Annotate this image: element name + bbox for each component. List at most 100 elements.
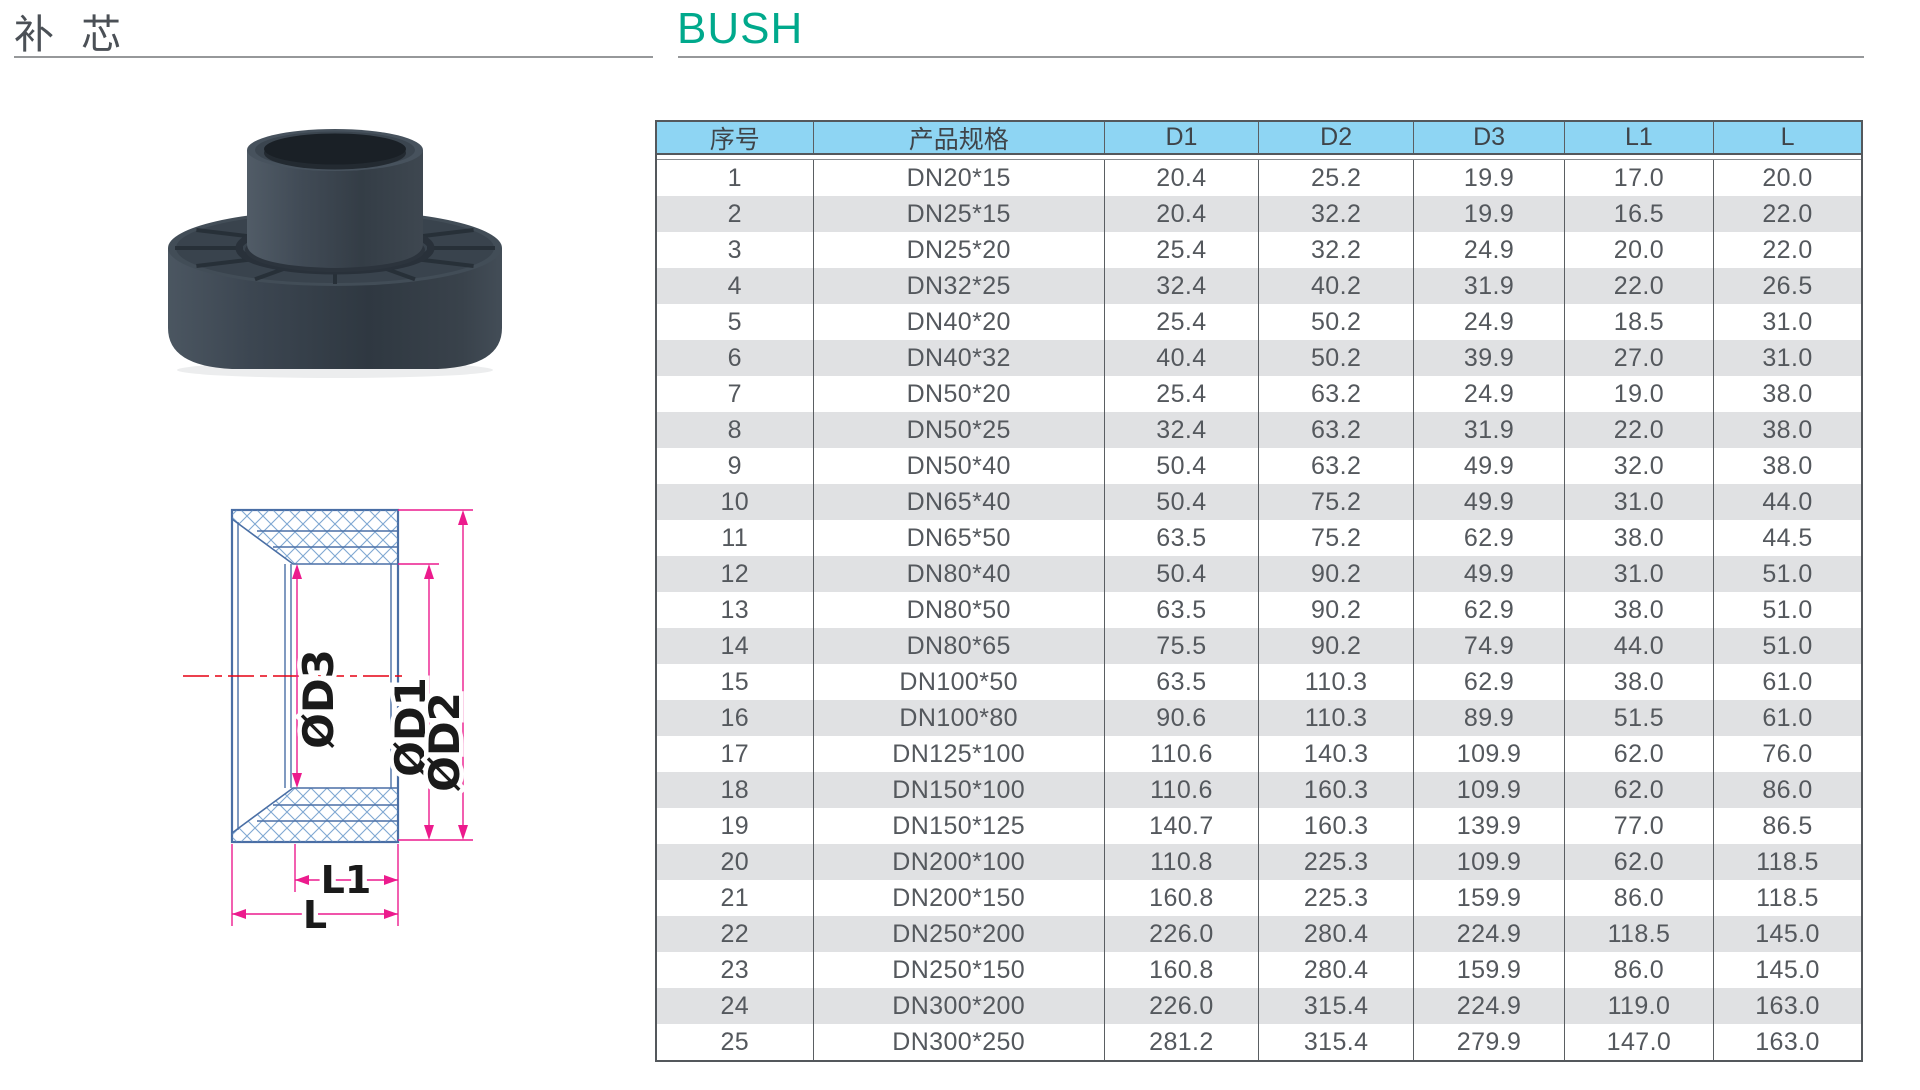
cell-d3: 24.9 [1414, 376, 1565, 412]
table-row: 23 DN250*150 160.8 280.4 159.9 86.0 145.… [657, 952, 1861, 988]
cell-d1: 226.0 [1105, 916, 1259, 952]
cell-d2: 140.3 [1259, 736, 1415, 772]
cell-d3: 31.9 [1414, 412, 1565, 448]
cell-l1: 62.0 [1565, 772, 1715, 808]
cell-spec: DN125*100 [814, 736, 1105, 772]
cell-index: 15 [657, 664, 814, 700]
cell-l1: 31.0 [1565, 556, 1715, 592]
cell-spec: DN20*15 [814, 160, 1105, 196]
cell-l: 51.0 [1762, 631, 1813, 660]
cell-spec: DN50*25 [814, 412, 1105, 448]
dim-label-d1: ØD1 [386, 677, 435, 777]
cell-d2: 225.3 [1259, 844, 1415, 880]
cell-spec: DN300*200 [814, 988, 1105, 1024]
cell-index: 6 [657, 340, 814, 376]
cell-d2: 40.2 [1259, 268, 1415, 304]
header-body-gap [657, 155, 1861, 160]
cell-spec: DN40*32 [814, 340, 1105, 376]
cell-index: 24 [657, 988, 814, 1024]
cell-d2: 75.2 [1259, 484, 1415, 520]
cell-d3: 279.9 [1414, 1024, 1565, 1060]
table-row: 5 DN40*20 25.4 50.2 24.9 18.5 31.0 [657, 304, 1861, 340]
cell-d3: 24.9 [1414, 304, 1565, 340]
cell-d2: 160.3 [1259, 808, 1415, 844]
cell-index: 20 [657, 844, 814, 880]
cell-d2: 90.2 [1259, 556, 1415, 592]
cell-d1: 75.5 [1105, 628, 1259, 664]
spec-table: 序号 产品规格 D1 D2 D3 L1 L 1 DN20*15 20.4 25.… [655, 120, 1863, 1062]
cell-d1: 160.8 [1105, 880, 1259, 916]
cell-d3: 49.9 [1414, 556, 1565, 592]
cell-d1: 63.5 [1105, 520, 1259, 556]
cell-index: 22 [657, 916, 814, 952]
cell-spec: DN200*100 [814, 844, 1105, 880]
cell-l: 118.5 [1756, 883, 1819, 912]
dim-label-l1: L1 [321, 858, 372, 902]
table-row: 22 DN250*200 226.0 280.4 224.9 118.5 145… [657, 916, 1861, 952]
col-header-d3: D3 [1414, 122, 1565, 153]
cell-spec: DN80*65 [814, 628, 1105, 664]
cell-d2: 315.4 [1259, 1024, 1415, 1060]
cell-spec: DN50*40 [814, 448, 1105, 484]
cell-l1: 27.0 [1565, 340, 1715, 376]
cell-index: 7 [657, 376, 814, 412]
dim-label-l: L [303, 893, 327, 937]
table-row: 8 DN50*25 32.4 63.2 31.9 22.0 38.0 [657, 412, 1861, 448]
cell-spec: DN25*20 [814, 232, 1105, 268]
cell-index: 9 [657, 448, 814, 484]
cell-index: 11 [657, 520, 814, 556]
top-wall-hatch [231, 509, 399, 565]
table-row: 21 DN200*150 160.8 225.3 159.9 86.0 118.… [657, 880, 1861, 916]
cell-index: 16 [657, 700, 814, 736]
divider-right [678, 56, 1864, 58]
cell-l1: 32.0 [1565, 448, 1715, 484]
cell-l1: 16.5 [1565, 196, 1715, 232]
table-row: 3 DN25*20 25.4 32.2 24.9 20.0 22.0 [657, 232, 1861, 268]
col-header-l: L [1780, 123, 1795, 151]
cell-index: 10 [657, 484, 814, 520]
cell-l: 26.5 [1762, 271, 1813, 300]
cell-d1: 40.4 [1105, 340, 1259, 376]
cell-l1: 18.5 [1565, 304, 1715, 340]
cell-d2: 280.4 [1259, 916, 1415, 952]
cell-d1: 20.4 [1105, 160, 1259, 196]
cell-d3: 24.9 [1414, 232, 1565, 268]
cell-d2: 160.3 [1259, 772, 1415, 808]
cell-d1: 25.4 [1105, 376, 1259, 412]
cell-index: 12 [657, 556, 814, 592]
table-row: 19 DN150*125 140.7 160.3 139.9 77.0 86.5 [657, 808, 1861, 844]
cell-index: 5 [657, 304, 814, 340]
table-header-row: 序号 产品规格 D1 D2 D3 L1 L [657, 122, 1861, 155]
cell-spec: DN32*25 [814, 268, 1105, 304]
cell-d1: 32.4 [1105, 412, 1259, 448]
cell-d1: 110.6 [1105, 736, 1259, 772]
table-row: 16 DN100*80 90.6 110.3 89.9 51.5 61.0 [657, 700, 1861, 736]
cell-index: 21 [657, 880, 814, 916]
cell-spec: DN100*50 [814, 664, 1105, 700]
cell-l1: 38.0 [1565, 664, 1715, 700]
technical-drawing: ØD3 ØD1 ØD2 L1 L [175, 412, 575, 972]
cell-spec: DN80*50 [814, 592, 1105, 628]
cell-d1: 20.4 [1105, 196, 1259, 232]
cell-d3: 39.9 [1414, 340, 1565, 376]
cell-l1: 31.0 [1565, 484, 1715, 520]
product-photo [140, 118, 530, 383]
table-row: 15 DN100*50 63.5 110.3 62.9 38.0 61.0 [657, 664, 1861, 700]
cell-d3: 139.9 [1414, 808, 1565, 844]
cell-spec: DN40*20 [814, 304, 1105, 340]
cell-l: 86.0 [1762, 775, 1813, 804]
cell-l1: 118.5 [1565, 916, 1715, 952]
cell-d3: 19.9 [1414, 160, 1565, 196]
table-row: 9 DN50*40 50.4 63.2 49.9 32.0 38.0 [657, 448, 1861, 484]
cell-d2: 225.3 [1259, 880, 1415, 916]
cell-l: 20.0 [1762, 163, 1813, 192]
table-row: 20 DN200*100 110.8 225.3 109.9 62.0 118.… [657, 844, 1861, 880]
cell-d2: 32.2 [1259, 196, 1415, 232]
table-row: 12 DN80*40 50.4 90.2 49.9 31.0 51.0 [657, 556, 1861, 592]
cell-spec: DN250*150 [814, 952, 1105, 988]
col-header-spec: 产品规格 [814, 122, 1105, 154]
cell-d1: 63.5 [1105, 592, 1259, 628]
cell-l1: 147.0 [1565, 1024, 1715, 1060]
col-header-index: 序号 [657, 122, 814, 154]
dim-label-d2: ØD2 [420, 692, 469, 792]
